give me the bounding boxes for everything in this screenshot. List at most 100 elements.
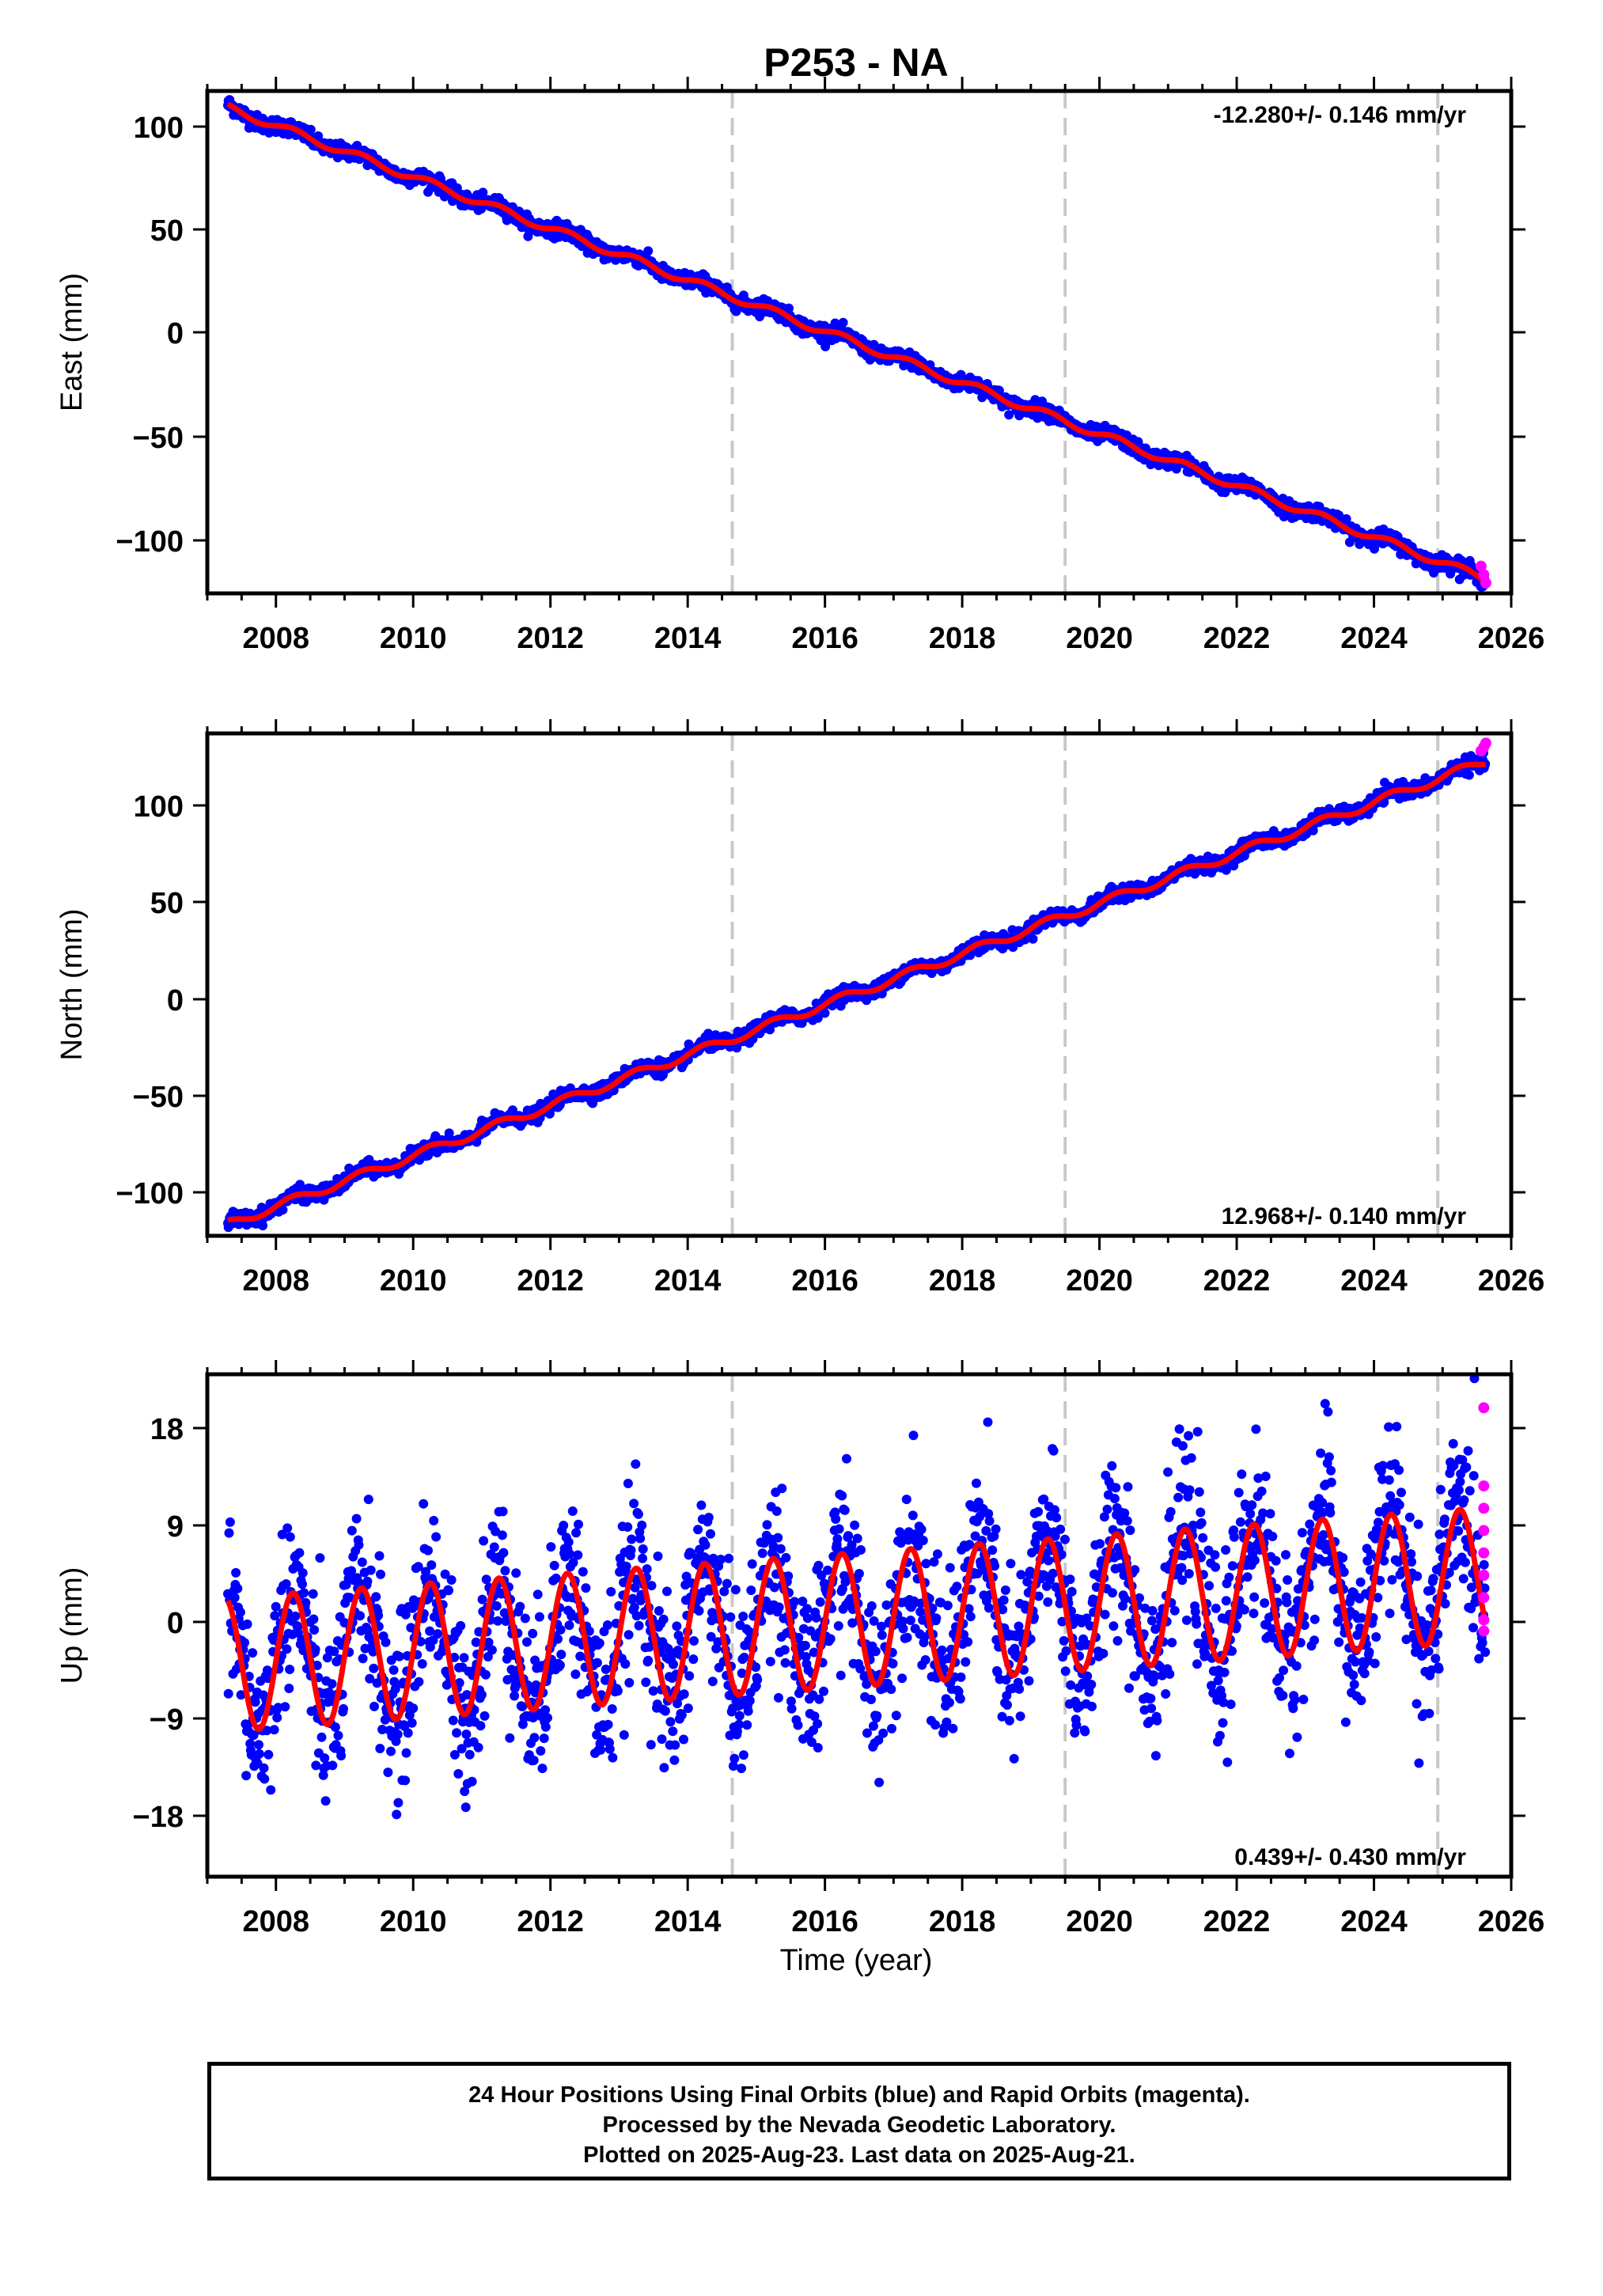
x-tick-label: 2016 — [791, 1264, 858, 1298]
chart-title: P253 - NA — [764, 40, 948, 85]
data-point — [309, 1614, 319, 1624]
data-point — [282, 1644, 292, 1654]
data-point — [235, 1607, 245, 1617]
data-point — [248, 1730, 259, 1741]
data-point — [389, 1677, 400, 1687]
data-point — [351, 1514, 362, 1524]
up-panel: 2008 2010 2012 2014 2016 2018 2020 2022 2024 2026… — [55, 1360, 1544, 1938]
data-point — [225, 1517, 235, 1527]
data-point — [242, 1619, 252, 1629]
data-point — [413, 1562, 423, 1572]
data-point — [266, 1785, 276, 1795]
x-tick-label: 2024 — [1340, 622, 1408, 655]
data-point — [223, 1688, 233, 1699]
data-point — [421, 1567, 431, 1577]
data-point — [425, 1626, 435, 1636]
x-tick-label: 2010 — [380, 1264, 447, 1298]
x-tick-label: 2022 — [1203, 1264, 1271, 1298]
data-point — [426, 1560, 437, 1570]
data-point — [408, 1703, 419, 1714]
data-point — [390, 1684, 400, 1694]
data-point — [392, 1809, 402, 1820]
data-point — [407, 1603, 418, 1613]
data-point — [254, 1740, 263, 1750]
y-tick-label: −100 — [116, 1177, 184, 1211]
east-panel: 2008 2010 2012 2014 2016 2018 2020 2022 2024 2026… — [55, 77, 1544, 655]
data-point — [369, 1663, 379, 1673]
data-point — [417, 1659, 427, 1669]
x-tick-label: 2020 — [1066, 1264, 1133, 1298]
model-fit-line — [226, 101, 1487, 585]
data-point — [381, 1637, 391, 1647]
data-point — [401, 1748, 411, 1758]
data-point — [305, 124, 316, 135]
data-point — [313, 131, 324, 141]
rate-annotation: 12.968+/- 0.140 mm/yr — [1222, 1203, 1467, 1229]
x-tick-label: 2016 — [791, 622, 858, 655]
data-point — [394, 1651, 404, 1661]
data-point — [241, 1771, 252, 1781]
data-point — [419, 1498, 429, 1509]
data-point — [236, 1690, 246, 1700]
data-point — [393, 1798, 404, 1808]
data-point — [357, 1557, 367, 1567]
data-point — [308, 1589, 318, 1599]
data-point — [281, 1579, 291, 1589]
data-point — [429, 1516, 439, 1525]
data-point — [269, 1725, 279, 1735]
data-point — [297, 1568, 308, 1578]
data-point — [260, 1774, 270, 1784]
data-point — [271, 1601, 281, 1612]
data-point — [375, 1744, 385, 1753]
x-tick-label: 2008 — [242, 1264, 309, 1298]
data-point — [423, 1545, 433, 1555]
data-point — [336, 1751, 347, 1761]
data-point — [377, 1725, 388, 1734]
data-point — [784, 303, 794, 313]
data-point — [263, 1749, 274, 1760]
data-point — [345, 1593, 354, 1603]
data-point — [369, 1701, 379, 1711]
data-point — [358, 1654, 368, 1664]
data-point — [388, 1665, 399, 1675]
y-tick-label: −50 — [133, 422, 184, 455]
data-point — [297, 1579, 307, 1589]
data-point — [240, 1638, 249, 1648]
data-point — [386, 1746, 396, 1756]
data-point — [383, 1767, 393, 1778]
data-point — [310, 1644, 320, 1654]
data-point — [294, 1548, 305, 1558]
x-tick-label: 2014 — [654, 1264, 722, 1298]
x-tick-label: 2014 — [654, 622, 722, 655]
data-point — [318, 1770, 328, 1780]
data-point — [285, 1532, 295, 1542]
data-point — [248, 1648, 258, 1658]
rate-annotation: -12.280+/- 0.146 mm/yr — [1214, 102, 1467, 128]
data-point — [285, 1665, 295, 1674]
data-point — [414, 1677, 424, 1687]
data-point — [259, 1763, 269, 1773]
data-point — [1028, 934, 1038, 944]
data-point — [231, 1567, 241, 1578]
data-point — [280, 1702, 290, 1712]
rapid-point — [1480, 577, 1491, 589]
data-point — [1004, 410, 1014, 420]
x-tick-label: 2018 — [929, 1264, 996, 1298]
rapid-point — [1478, 569, 1490, 581]
data-point — [365, 1673, 375, 1684]
x-tick-label: 2018 — [929, 622, 996, 655]
data-point — [299, 1588, 309, 1598]
data-point — [339, 1703, 348, 1714]
data-point — [316, 1732, 327, 1742]
data-point — [478, 188, 488, 198]
x-tick-label: 2022 — [1203, 622, 1271, 655]
data-point — [407, 1718, 417, 1728]
y-tick-label: 100 — [134, 112, 184, 145]
data-point — [309, 1625, 320, 1635]
data-point — [347, 1566, 357, 1576]
rapid-point — [1475, 560, 1487, 572]
y-tick-label: 100 — [134, 790, 184, 824]
data-point — [262, 1726, 272, 1736]
data-point — [354, 1540, 364, 1550]
